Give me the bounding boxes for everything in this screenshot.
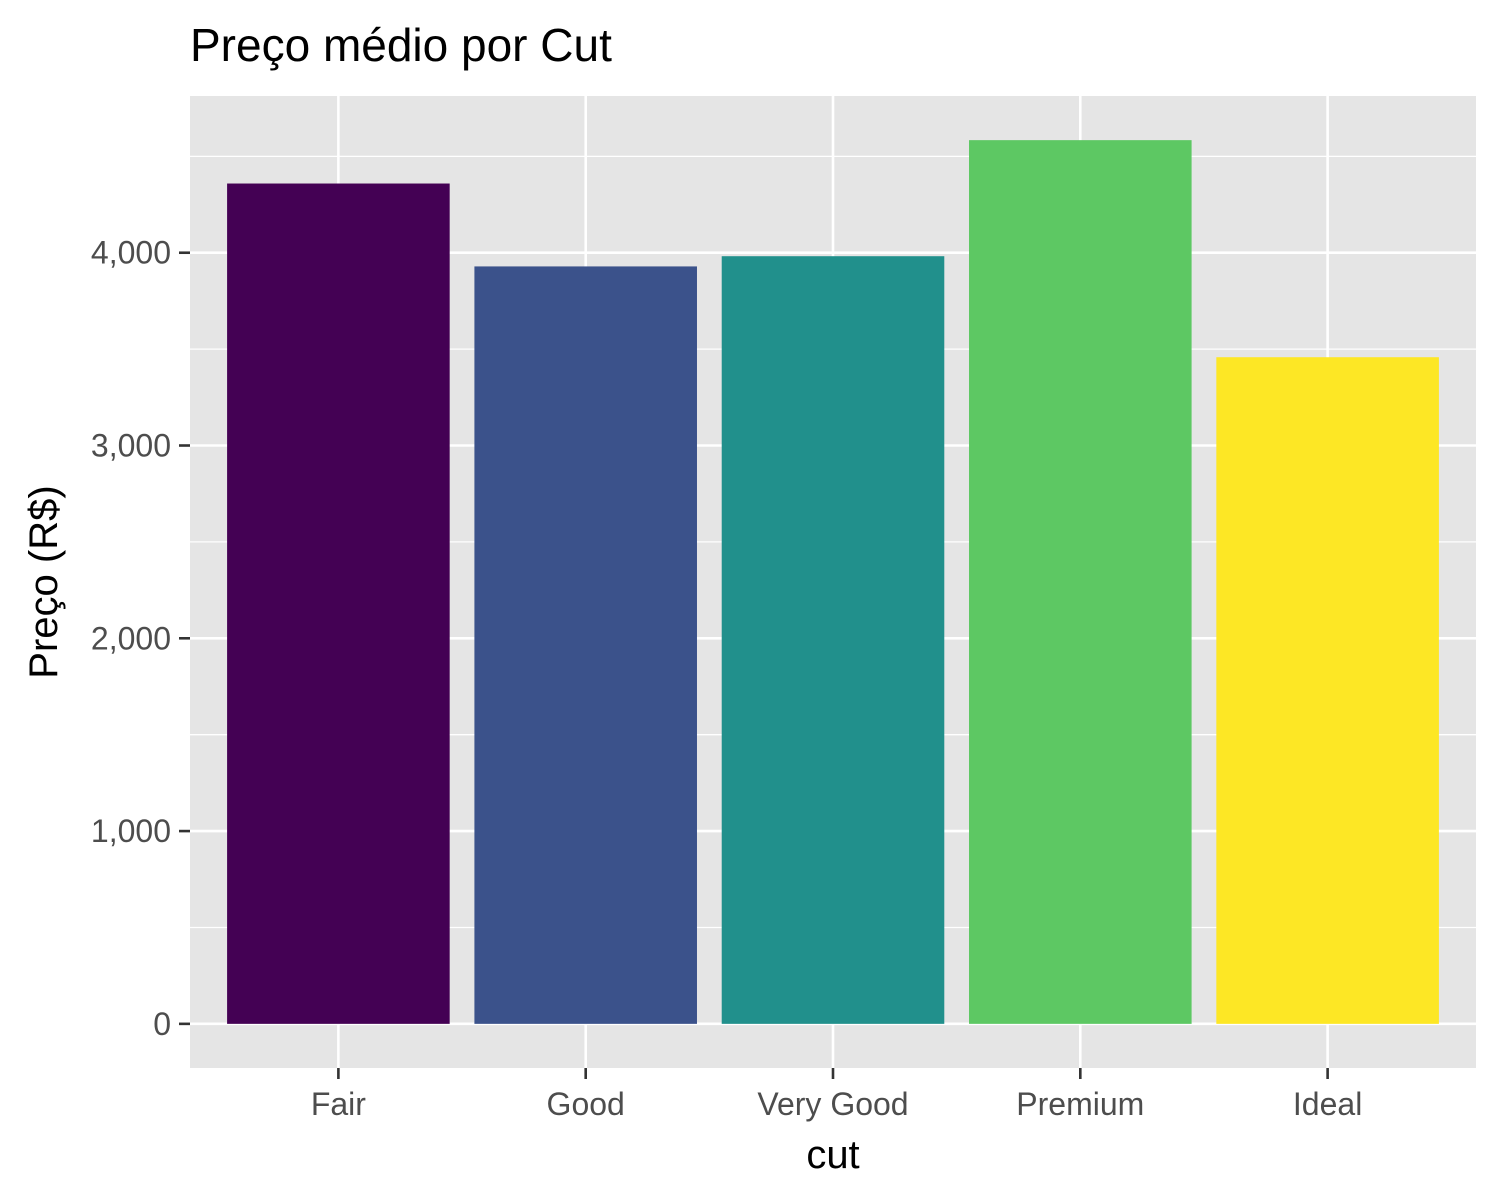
y-tick-label: 1,000: [91, 813, 171, 849]
bar-good: [474, 266, 697, 1024]
x-tick-label: Very Good: [757, 1086, 908, 1122]
bar-fair: [227, 183, 450, 1024]
chart-title: Preço médio por Cut: [190, 19, 612, 71]
y-tick-label: 0: [153, 1006, 171, 1042]
bar-ideal: [1216, 357, 1439, 1024]
y-tick-label: 4,000: [91, 235, 171, 271]
bar-very-good: [721, 256, 945, 1024]
x-tick-label: Fair: [311, 1086, 366, 1122]
y-tick-label: 3,000: [91, 428, 171, 464]
x-tick-label: Ideal: [1293, 1086, 1362, 1122]
x-axis-title: cut: [806, 1133, 859, 1177]
y-axis-ticks: 0 1,000 2,000 3,000 4,000: [91, 235, 190, 1042]
bar-premium: [969, 140, 1192, 1024]
x-tick-label: Premium: [1016, 1086, 1144, 1122]
y-tick-label: 2,000: [91, 620, 171, 656]
x-axis-ticks: Fair Good Very Good Premium Ideal: [311, 1068, 1362, 1122]
bars: [227, 140, 1439, 1024]
x-tick-label: Good: [547, 1086, 625, 1122]
y-axis-title: Preço (R$): [22, 485, 66, 678]
